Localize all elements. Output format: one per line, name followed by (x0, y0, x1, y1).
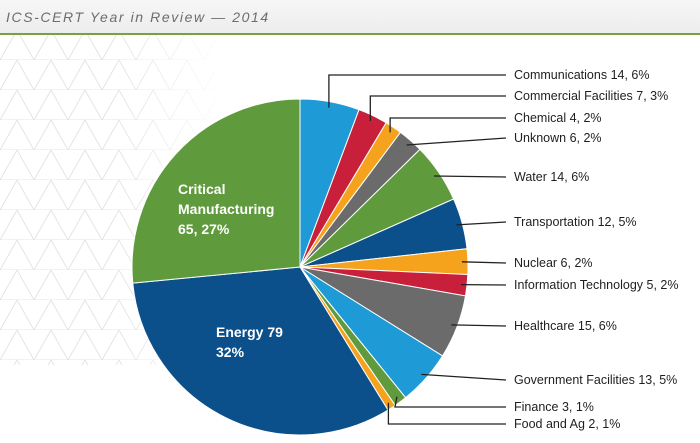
leader-communications (328, 74, 506, 108)
pie-slices (131, 98, 469, 436)
label-finance: Finance 3, 1% (514, 400, 594, 414)
label-communications: Communications 14, 6% (514, 68, 649, 82)
pie-chart: Communications 14, 6% Commercial Faciliti… (0, 35, 678, 436)
leader-healthcare (451, 324, 507, 327)
leader-transportation (456, 221, 507, 226)
leader-unknown (406, 137, 507, 146)
label-water: Water 14, 6% (514, 170, 589, 184)
label-food-and-ag: Food and Ag 2, 1% (514, 417, 620, 431)
label-nuclear: Nuclear 6, 2% (514, 256, 593, 270)
leader-government-facilities (421, 373, 507, 381)
header-divider (0, 33, 700, 35)
leader-nuclear (461, 261, 507, 264)
slice-energy (132, 266, 389, 436)
leader-lines (328, 74, 507, 425)
inner-slice-labels: Energy 79 32% Critical Manufacturing 65, 27% (178, 181, 283, 360)
slice-critical-manufacturing (131, 98, 301, 284)
leader-commercial-facilities (369, 95, 506, 121)
label-healthcare: Healthcare 15, 6% (514, 319, 617, 333)
page-title: ICS-CERT Year in Review — 2014 (6, 9, 270, 25)
label-unknown: Unknown 6, 2% (514, 131, 602, 145)
leader-finance (394, 396, 506, 408)
label-chemical: Chemical 4, 2% (514, 111, 602, 125)
leader-food-and-ag (387, 402, 506, 425)
label-critical-manufacturing: Critical Manufacturing 65, 27% (178, 181, 274, 237)
label-transportation: Transportation 12, 5% (514, 215, 637, 229)
label-commercial-facilities: Commercial Facilities 7, 3% (514, 89, 668, 103)
label-energy: Energy 79 32% (216, 324, 283, 360)
label-information-technology: Information Technology 5, 2% (514, 278, 678, 292)
slice-labels: Communications 14, 6% Commercial Faciliti… (514, 68, 678, 431)
label-government-facilities: Government Facilities 13, 5% (514, 373, 677, 387)
header-bar (0, 0, 700, 34)
leader-water (433, 175, 507, 178)
leader-chemical (389, 117, 506, 133)
